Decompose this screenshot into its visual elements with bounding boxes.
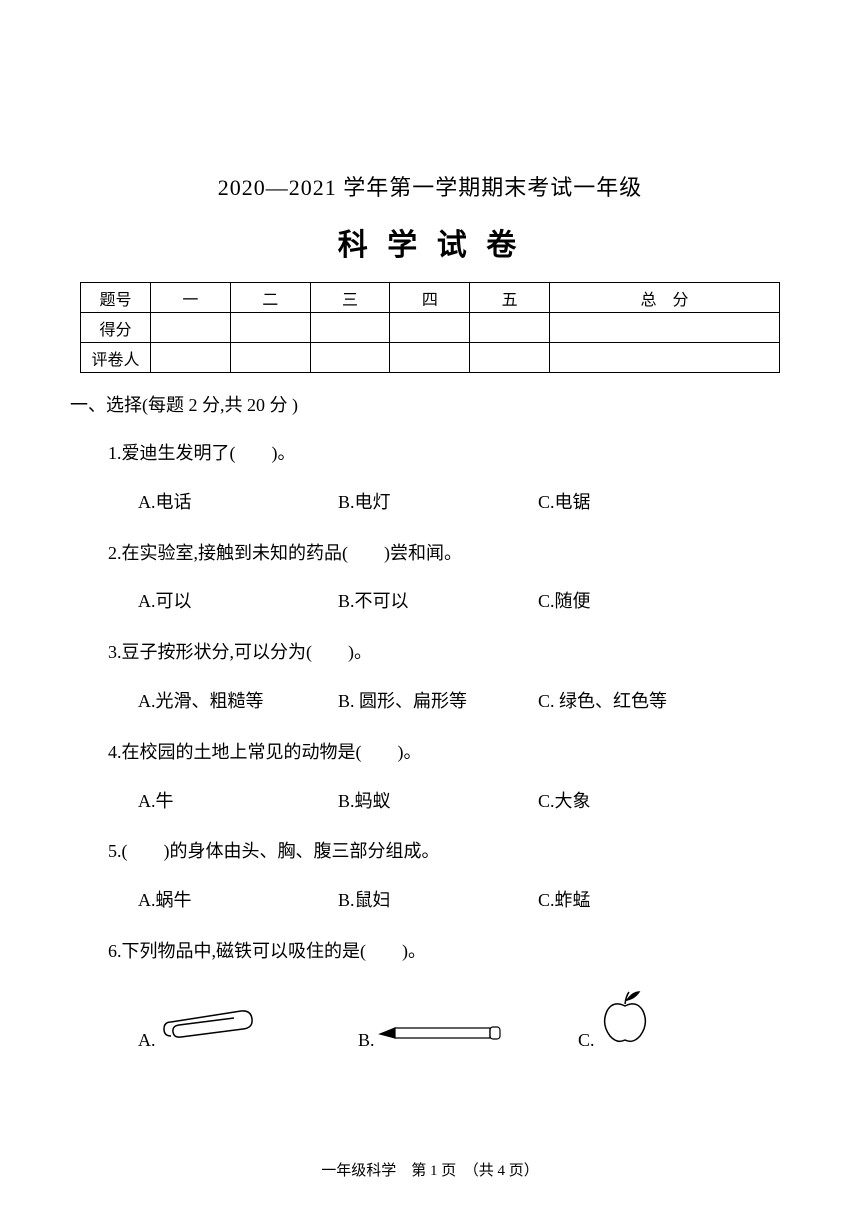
table-header-cell: 二 [230, 283, 310, 313]
table-cell [151, 313, 231, 343]
option-b: B.不可以 [338, 587, 538, 616]
score-table: 题号 一 二 三 四 五 总 分 得分 评卷人 [80, 282, 780, 373]
page-footer: 一年级科学 第 1 页 （共 4 页） [0, 1159, 860, 1180]
question-5: 5.( )的身体由头、胸、腹三部分组成。 A.蜗牛 B.鼠妇 C.蚱蜢 [108, 837, 780, 915]
table-cell [550, 343, 780, 373]
question-options: A.电话 B.电灯 C.电锯 [138, 488, 780, 517]
table-cell [550, 313, 780, 343]
question-2: 2.在实验室,接触到未知的药品( )尝和闻。 A.可以 B.不可以 C.随便 [108, 539, 780, 617]
question-text: 3.豆子按形状分,可以分为( )。 [108, 638, 780, 667]
option-c: C. 绿色、红色等 [538, 687, 780, 716]
option-label: C. [578, 1026, 595, 1055]
option-c: C.大象 [538, 787, 780, 816]
option-label: B. [358, 1026, 375, 1055]
table-cell [390, 313, 470, 343]
page-title-line2: 科 学 试 卷 [80, 220, 780, 264]
option-a: A. [138, 1001, 358, 1055]
table-header-cell: 三 [310, 283, 390, 313]
table-cell [390, 343, 470, 373]
option-b: B.电灯 [338, 488, 538, 517]
option-a: A.牛 [138, 787, 338, 816]
question-1: 1.爱迪生发明了( )。 A.电话 B.电灯 C.电锯 [108, 439, 780, 517]
question-options: A. B. [138, 986, 780, 1055]
question-text: 4.在校园的土地上常见的动物是( )。 [108, 738, 780, 767]
page-title-line1: 2020—2021 学年第一学期期末考试一年级 [80, 170, 780, 202]
table-header-cell: 四 [390, 283, 470, 313]
section-header: 一、选择(每题 2 分,共 20 分 ) [70, 391, 780, 417]
table-header-cell: 一 [151, 283, 231, 313]
question-text: 1.爱迪生发明了( )。 [108, 439, 780, 468]
question-4: 4.在校园的土地上常见的动物是( )。 A.牛 B.蚂蚁 C.大象 [108, 738, 780, 816]
question-text: 2.在实验室,接触到未知的药品( )尝和闻。 [108, 539, 780, 568]
table-row-label: 得分 [81, 313, 151, 343]
table-cell [230, 313, 310, 343]
table-cell [470, 343, 550, 373]
option-label: A. [138, 1026, 156, 1055]
question-options: A.可以 B.不可以 C.随便 [138, 587, 780, 616]
question-options: A.牛 B.蚂蚁 C.大象 [138, 787, 780, 816]
table-cell [151, 343, 231, 373]
paperclip-icon [156, 1001, 266, 1055]
option-c: C. [578, 986, 780, 1055]
option-a: A.电话 [138, 488, 338, 517]
option-b: B. [358, 1016, 578, 1055]
apple-icon [595, 986, 655, 1055]
table-header-cell: 总 分 [550, 283, 780, 313]
question-text: 5.( )的身体由头、胸、腹三部分组成。 [108, 837, 780, 866]
option-a: A.光滑、粗糙等 [138, 687, 338, 716]
question-6: 6.下列物品中,磁铁可以吸住的是( )。 A. B. [108, 937, 780, 1055]
option-b: B. 圆形、扁形等 [338, 687, 538, 716]
option-c: C.随便 [538, 587, 780, 616]
question-text: 6.下列物品中,磁铁可以吸住的是( )。 [108, 937, 780, 966]
option-b: B.蚂蚁 [338, 787, 538, 816]
question-options: A.光滑、粗糙等 B. 圆形、扁形等 C. 绿色、红色等 [138, 687, 780, 716]
option-c: C.电锯 [538, 488, 780, 517]
option-b: B.鼠妇 [338, 886, 538, 915]
table-row: 题号 一 二 三 四 五 总 分 [81, 283, 780, 313]
option-a: A.可以 [138, 587, 338, 616]
question-3: 3.豆子按形状分,可以分为( )。 A.光滑、粗糙等 B. 圆形、扁形等 C. … [108, 638, 780, 716]
option-c: C.蚱蜢 [538, 886, 780, 915]
table-row: 评卷人 [81, 343, 780, 373]
table-cell [470, 313, 550, 343]
table-row: 得分 [81, 313, 780, 343]
option-a: A.蜗牛 [138, 886, 338, 915]
table-header-label: 题号 [81, 283, 151, 313]
question-options: A.蜗牛 B.鼠妇 C.蚱蜢 [138, 886, 780, 915]
table-row-label: 评卷人 [81, 343, 151, 373]
table-cell [310, 313, 390, 343]
table-cell [310, 343, 390, 373]
table-header-cell: 五 [470, 283, 550, 313]
pencil-icon [375, 1016, 505, 1055]
table-cell [230, 343, 310, 373]
